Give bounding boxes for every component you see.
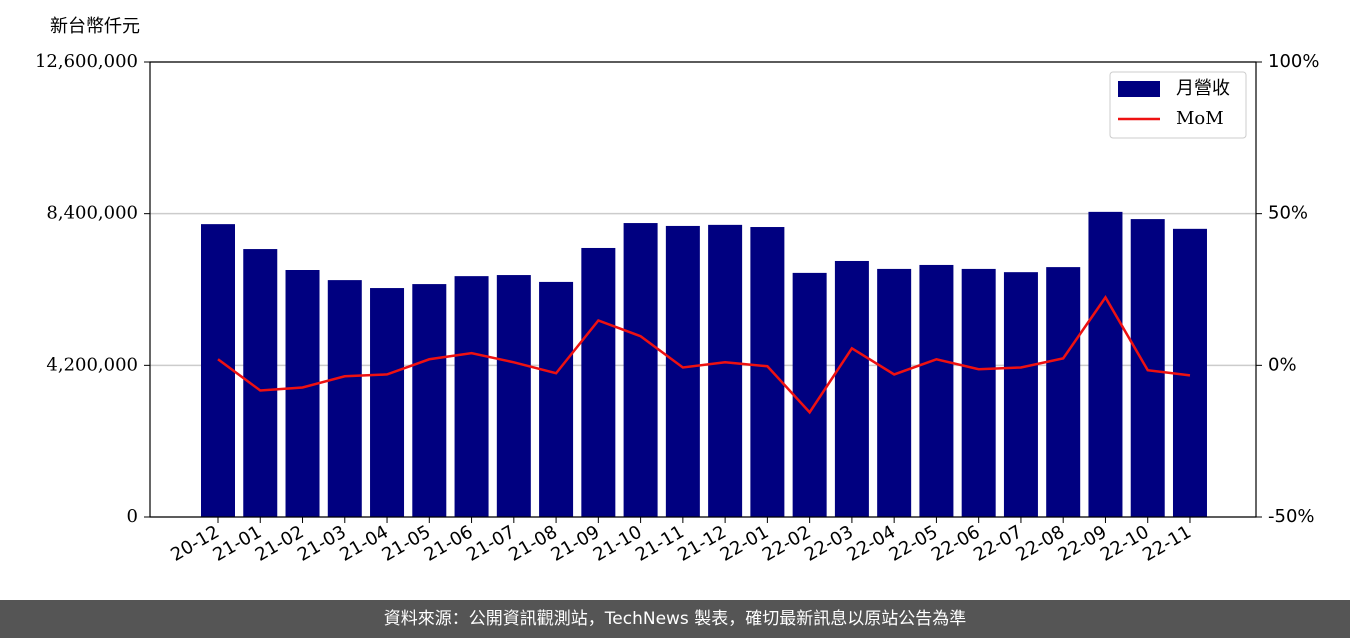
- bar: [1046, 267, 1081, 517]
- bar: [327, 280, 362, 517]
- bar: [1088, 211, 1123, 517]
- bar: [708, 224, 743, 517]
- y-axis-label: 新台幣仟元: [50, 16, 140, 37]
- bar: [201, 224, 235, 517]
- bar: [581, 247, 616, 517]
- legend-label: MoM: [1176, 108, 1224, 129]
- bar: [919, 264, 954, 517]
- y2-tick-label: 0%: [1268, 354, 1297, 375]
- y2-tick-label: -50%: [1268, 506, 1315, 527]
- y2-tick-label: 100%: [1268, 51, 1319, 72]
- y2-tick-label: 50%: [1268, 203, 1308, 224]
- bar: [623, 223, 658, 518]
- bar: [1003, 272, 1038, 517]
- y-tick-label: 12,600,000: [35, 51, 138, 72]
- x-tick-label: 22-11: [1139, 521, 1195, 565]
- plot-frame: [149, 61, 1257, 518]
- line: [217, 295, 1191, 415]
- chart: 新台幣仟元 0 4,200,000 8,400,000 12,600,000 -50% 0…: [35, 16, 1320, 566]
- legend-label: 月營收: [1176, 78, 1230, 99]
- bar: [412, 284, 447, 517]
- y-tick-label: 0: [127, 506, 138, 527]
- bar: [750, 227, 785, 517]
- legend: 月營收 MoM: [1109, 71, 1247, 139]
- bar: [665, 225, 700, 517]
- footer: 資料來源：公開資訊觀測站，TechNews 製表，確切最新訊息以原站公告為準: [0, 600, 1350, 638]
- bar: [877, 268, 912, 517]
- y-tick-label: 8,400,000: [46, 203, 138, 224]
- bar: [370, 288, 405, 517]
- bar: [834, 260, 869, 517]
- bar: [496, 275, 531, 517]
- bar: [285, 270, 320, 517]
- bar: [454, 276, 489, 517]
- bar: [539, 281, 574, 517]
- y-tick-label: 4,200,000: [46, 354, 138, 375]
- bar: [961, 268, 996, 517]
- legend-swatch: [1118, 81, 1160, 97]
